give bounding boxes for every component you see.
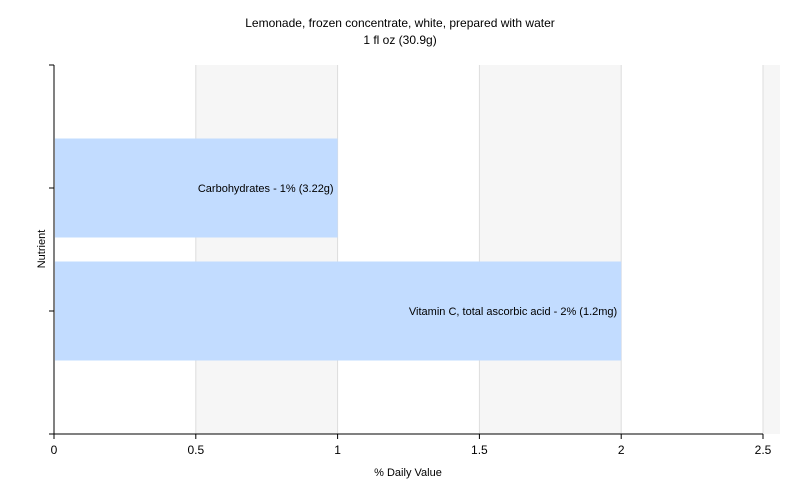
chart-title: Lemonade, frozen concentrate, white, pre…	[245, 16, 555, 30]
gridlines	[195, 65, 764, 434]
axes	[53, 65, 763, 435]
background-band	[195, 65, 338, 434]
chart-subtitle: 1 fl oz (30.9g)	[363, 33, 436, 47]
bars	[55, 138, 622, 361]
bar-data-label: Vitamin C, total ascorbic acid - 2% (1.2…	[409, 306, 617, 318]
background-band	[763, 65, 780, 434]
x-tick-label: 1	[334, 443, 341, 457]
background-bands	[54, 65, 780, 434]
background-band	[479, 65, 622, 434]
bar-data-label: Carbohydrates - 1% (3.22g)	[198, 183, 334, 195]
x-tick-label: 0.5	[187, 443, 204, 457]
x-tick-label: 2.5	[755, 443, 772, 457]
bar	[55, 138, 338, 238]
x-axis-label: % Daily Value	[374, 467, 442, 479]
background-band	[621, 65, 763, 434]
x-tick-label: 1.5	[471, 443, 488, 457]
background-band	[337, 65, 480, 434]
background-band	[54, 65, 196, 434]
y-axis-label: Nutrient	[36, 230, 48, 269]
x-tick-label: 0	[51, 443, 58, 457]
x-tick-label: 2	[618, 443, 625, 457]
x-ticks: 0 0.5 1 1.5 2 2.5	[51, 434, 772, 457]
bar-labels: Carbohydrates - 1% (3.22g) Vitamin C, tot…	[198, 183, 617, 318]
bar	[55, 261, 622, 361]
y-ticks	[49, 64, 54, 435]
